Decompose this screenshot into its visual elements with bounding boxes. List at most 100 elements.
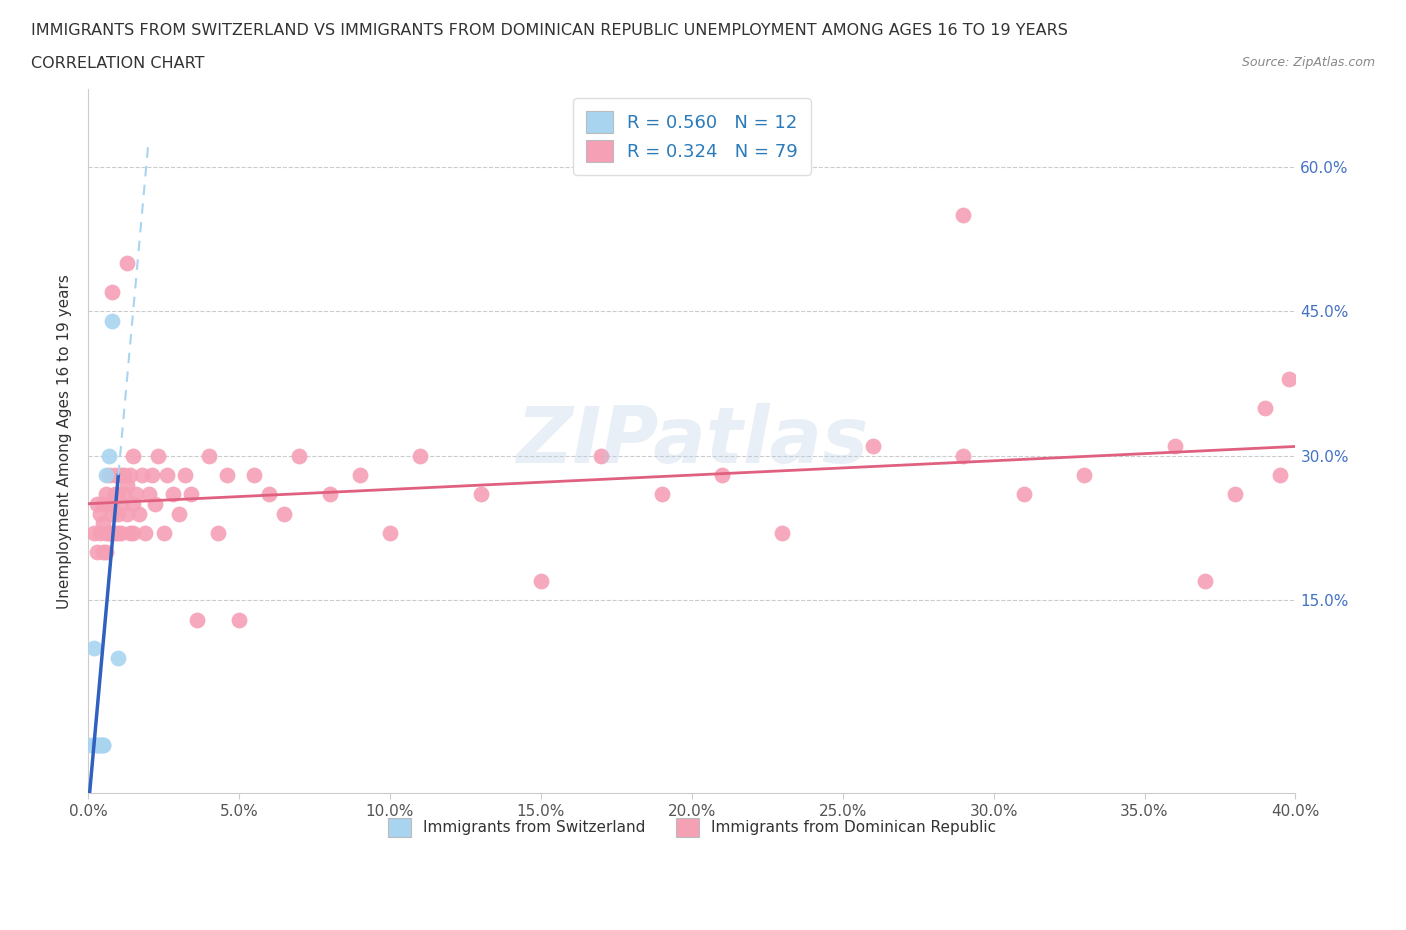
Point <box>112 468 135 483</box>
Point <box>1194 574 1216 589</box>
Point <box>107 525 129 540</box>
Point <box>89 737 111 752</box>
Point <box>1073 468 1095 483</box>
Point <box>112 486 135 501</box>
Point <box>952 207 974 222</box>
Point <box>1223 486 1246 501</box>
Text: Source: ZipAtlas.com: Source: ZipAtlas.com <box>1241 56 1375 69</box>
Point <box>273 506 295 521</box>
Point <box>91 545 114 560</box>
Point <box>180 486 202 501</box>
Point <box>243 468 266 483</box>
Point <box>711 468 734 483</box>
Point <box>104 468 127 483</box>
Point <box>86 545 108 560</box>
Point <box>530 574 553 589</box>
Point <box>409 448 432 463</box>
Point <box>143 497 166 512</box>
Point <box>104 525 127 540</box>
Point <box>117 256 139 271</box>
Point <box>257 486 280 501</box>
Point <box>122 497 145 512</box>
Point <box>349 468 371 483</box>
Point <box>122 448 145 463</box>
Point <box>117 477 139 492</box>
Point <box>156 468 179 483</box>
Point <box>86 737 108 752</box>
Point <box>86 737 108 752</box>
Point <box>104 486 127 501</box>
Point <box>117 506 139 521</box>
Point <box>107 506 129 521</box>
Point <box>770 525 793 540</box>
Text: IMMIGRANTS FROM SWITZERLAND VS IMMIGRANTS FROM DOMINICAN REPUBLIC UNEMPLOYMENT A: IMMIGRANTS FROM SWITZERLAND VS IMMIGRANT… <box>31 23 1067 38</box>
Point <box>110 497 132 512</box>
Point <box>91 737 114 752</box>
Point <box>141 468 163 483</box>
Point <box>125 486 148 501</box>
Point <box>96 545 118 560</box>
Point <box>110 525 132 540</box>
Point <box>96 468 118 483</box>
Point <box>91 737 114 752</box>
Point <box>96 486 118 501</box>
Point <box>101 506 124 521</box>
Point <box>1254 400 1277 415</box>
Text: ZIPatlas: ZIPatlas <box>516 404 868 479</box>
Point <box>98 525 121 540</box>
Point <box>122 525 145 540</box>
Point <box>101 285 124 299</box>
Point <box>215 468 238 483</box>
Legend: Immigrants from Switzerland, Immigrants from Dominican Republic: Immigrants from Switzerland, Immigrants … <box>375 805 1008 849</box>
Point <box>98 497 121 512</box>
Point <box>98 468 121 483</box>
Point <box>89 737 111 752</box>
Point <box>89 506 111 521</box>
Point <box>288 448 311 463</box>
Point <box>101 313 124 328</box>
Point <box>131 468 153 483</box>
Point <box>862 439 884 454</box>
Point <box>107 486 129 501</box>
Point <box>1164 439 1187 454</box>
Point <box>1278 371 1301 386</box>
Point <box>91 497 114 512</box>
Point <box>83 641 105 656</box>
Point <box>110 468 132 483</box>
Point <box>128 506 150 521</box>
Point <box>591 448 613 463</box>
Point <box>198 448 221 463</box>
Point <box>91 516 114 531</box>
Point <box>318 486 340 501</box>
Point <box>134 525 156 540</box>
Point <box>173 468 195 483</box>
Point <box>98 448 121 463</box>
Point <box>167 506 190 521</box>
Point <box>138 486 160 501</box>
Point <box>470 486 492 501</box>
Point <box>146 448 169 463</box>
Point <box>98 525 121 540</box>
Point <box>96 525 118 540</box>
Point <box>1012 486 1035 501</box>
Point <box>1270 468 1292 483</box>
Point <box>120 525 142 540</box>
Point <box>120 468 142 483</box>
Point <box>86 497 108 512</box>
Point <box>83 525 105 540</box>
Point <box>152 525 174 540</box>
Point <box>162 486 184 501</box>
Point <box>186 612 208 627</box>
Point <box>107 651 129 666</box>
Point <box>952 448 974 463</box>
Point <box>101 497 124 512</box>
Point <box>89 525 111 540</box>
Point <box>651 486 673 501</box>
Y-axis label: Unemployment Among Ages 16 to 19 years: Unemployment Among Ages 16 to 19 years <box>58 273 72 608</box>
Point <box>80 737 103 752</box>
Point <box>207 525 229 540</box>
Point <box>228 612 250 627</box>
Text: CORRELATION CHART: CORRELATION CHART <box>31 56 204 71</box>
Point <box>101 525 124 540</box>
Point <box>378 525 401 540</box>
